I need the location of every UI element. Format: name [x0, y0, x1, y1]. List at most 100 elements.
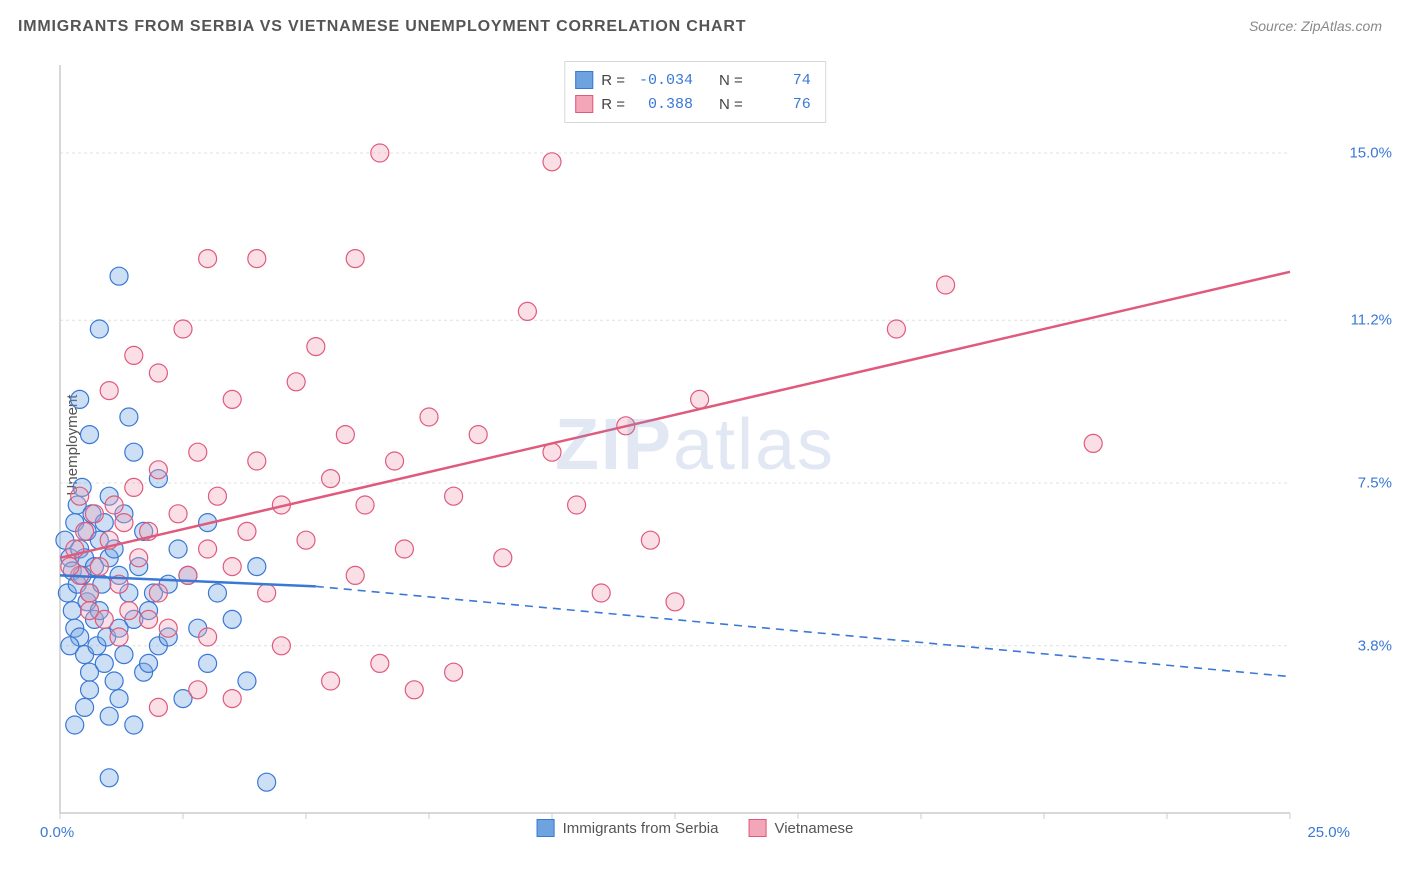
scatter-point-vietnamese: [125, 478, 143, 496]
scatter-point-serbia: [105, 672, 123, 690]
scatter-point-vietnamese: [371, 654, 389, 672]
scatter-point-vietnamese: [110, 628, 128, 646]
swatch-vietnamese: [575, 95, 593, 113]
scatter-point-vietnamese: [159, 619, 177, 637]
y-tick-label: 3.8%: [1358, 637, 1392, 654]
scatter-point-vietnamese: [81, 602, 99, 620]
scatter-point-vietnamese: [223, 558, 241, 576]
corr-row-serbia: R = -0.034 N = 74: [575, 68, 811, 92]
scatter-point-vietnamese: [140, 610, 158, 628]
chart-title: IMMIGRANTS FROM SERBIA VS VIETNAMESE UNE…: [18, 18, 746, 36]
scatter-point-vietnamese: [691, 390, 709, 408]
r-value-serbia: -0.034: [633, 72, 693, 89]
scatter-point-serbia: [238, 672, 256, 690]
scatter-point-serbia: [81, 426, 99, 444]
scatter-point-vietnamese: [322, 672, 340, 690]
x-axis-max-label: 25.0%: [1307, 824, 1350, 841]
scatter-point-vietnamese: [223, 390, 241, 408]
scatter-point-serbia: [110, 690, 128, 708]
swatch-serbia-icon: [537, 819, 555, 837]
scatter-point-vietnamese: [149, 461, 167, 479]
scatter-point-vietnamese: [199, 540, 217, 558]
scatter-point-serbia: [100, 707, 118, 725]
scatter-point-serbia: [125, 716, 143, 734]
scatter-point-vietnamese: [297, 531, 315, 549]
scatter-point-vietnamese: [272, 637, 290, 655]
scatter-point-vietnamese: [115, 514, 133, 532]
scatter-point-vietnamese: [223, 690, 241, 708]
scatter-point-vietnamese: [248, 250, 266, 268]
scatter-point-vietnamese: [199, 250, 217, 268]
scatter-point-vietnamese: [81, 584, 99, 602]
scatter-point-serbia: [110, 267, 128, 285]
scatter-point-vietnamese: [405, 681, 423, 699]
scatter-chart: [50, 55, 1340, 835]
y-tick-label: 11.2%: [1351, 312, 1392, 329]
scatter-point-vietnamese: [130, 549, 148, 567]
scatter-point-serbia: [115, 646, 133, 664]
scatter-point-vietnamese: [445, 663, 463, 681]
scatter-point-serbia: [208, 584, 226, 602]
scatter-point-vietnamese: [100, 382, 118, 400]
scatter-point-vietnamese: [120, 602, 138, 620]
scatter-point-vietnamese: [356, 496, 374, 514]
swatch-serbia: [575, 71, 593, 89]
scatter-point-vietnamese: [420, 408, 438, 426]
scatter-point-vietnamese: [445, 487, 463, 505]
scatter-point-serbia: [90, 320, 108, 338]
scatter-point-serbia: [61, 637, 79, 655]
scatter-point-serbia: [81, 681, 99, 699]
swatch-vietnamese-icon: [748, 819, 766, 837]
scatter-point-serbia: [223, 610, 241, 628]
y-tick-label: 15.0%: [1349, 145, 1392, 162]
scatter-point-vietnamese: [199, 628, 217, 646]
scatter-point-vietnamese: [568, 496, 586, 514]
scatter-point-vietnamese: [641, 531, 659, 549]
scatter-point-serbia: [169, 540, 187, 558]
legend-item-serbia: Immigrants from Serbia: [537, 819, 719, 837]
scatter-point-vietnamese: [85, 505, 103, 523]
scatter-point-vietnamese: [518, 302, 536, 320]
scatter-point-vietnamese: [71, 487, 89, 505]
scatter-point-serbia: [66, 716, 84, 734]
scatter-point-vietnamese: [238, 522, 256, 540]
scatter-point-serbia: [199, 654, 217, 672]
scatter-point-vietnamese: [105, 496, 123, 514]
source-label: Source: ZipAtlas.com: [1249, 18, 1382, 34]
x-axis-min-label: 0.0%: [40, 824, 74, 841]
scatter-point-vietnamese: [386, 452, 404, 470]
plot-area: Unemployment ZIPatlas R = -0.034 N = 74 …: [50, 55, 1340, 835]
scatter-point-serbia: [140, 654, 158, 672]
scatter-point-vietnamese: [336, 426, 354, 444]
scatter-point-vietnamese: [149, 364, 167, 382]
scatter-point-vietnamese: [592, 584, 610, 602]
scatter-point-serbia: [95, 654, 113, 672]
scatter-point-vietnamese: [346, 566, 364, 584]
scatter-point-vietnamese: [307, 338, 325, 356]
scatter-point-vietnamese: [174, 320, 192, 338]
legend-item-vietnamese: Vietnamese: [748, 819, 853, 837]
scatter-point-vietnamese: [149, 584, 167, 602]
scatter-point-vietnamese: [887, 320, 905, 338]
scatter-point-serbia: [71, 390, 89, 408]
scatter-point-vietnamese: [937, 276, 955, 294]
r-value-vietnamese: 0.388: [633, 96, 693, 113]
scatter-point-vietnamese: [322, 470, 340, 488]
n-value-serbia: 74: [751, 72, 811, 89]
scatter-point-vietnamese: [287, 373, 305, 391]
scatter-point-serbia: [248, 558, 266, 576]
legend-label-vietnamese: Vietnamese: [774, 820, 853, 837]
scatter-point-serbia: [100, 769, 118, 787]
correlation-legend: R = -0.034 N = 74 R = 0.388 N = 76: [564, 61, 826, 123]
corr-row-vietnamese: R = 0.388 N = 76: [575, 92, 811, 116]
scatter-point-vietnamese: [61, 558, 79, 576]
scatter-point-vietnamese: [169, 505, 187, 523]
scatter-point-vietnamese: [346, 250, 364, 268]
trendline-dash-serbia: [316, 586, 1290, 676]
scatter-point-vietnamese: [125, 346, 143, 364]
scatter-point-serbia: [258, 773, 276, 791]
scatter-point-serbia: [76, 698, 94, 716]
scatter-point-vietnamese: [258, 584, 276, 602]
n-value-vietnamese: 76: [751, 96, 811, 113]
scatter-point-vietnamese: [543, 153, 561, 171]
